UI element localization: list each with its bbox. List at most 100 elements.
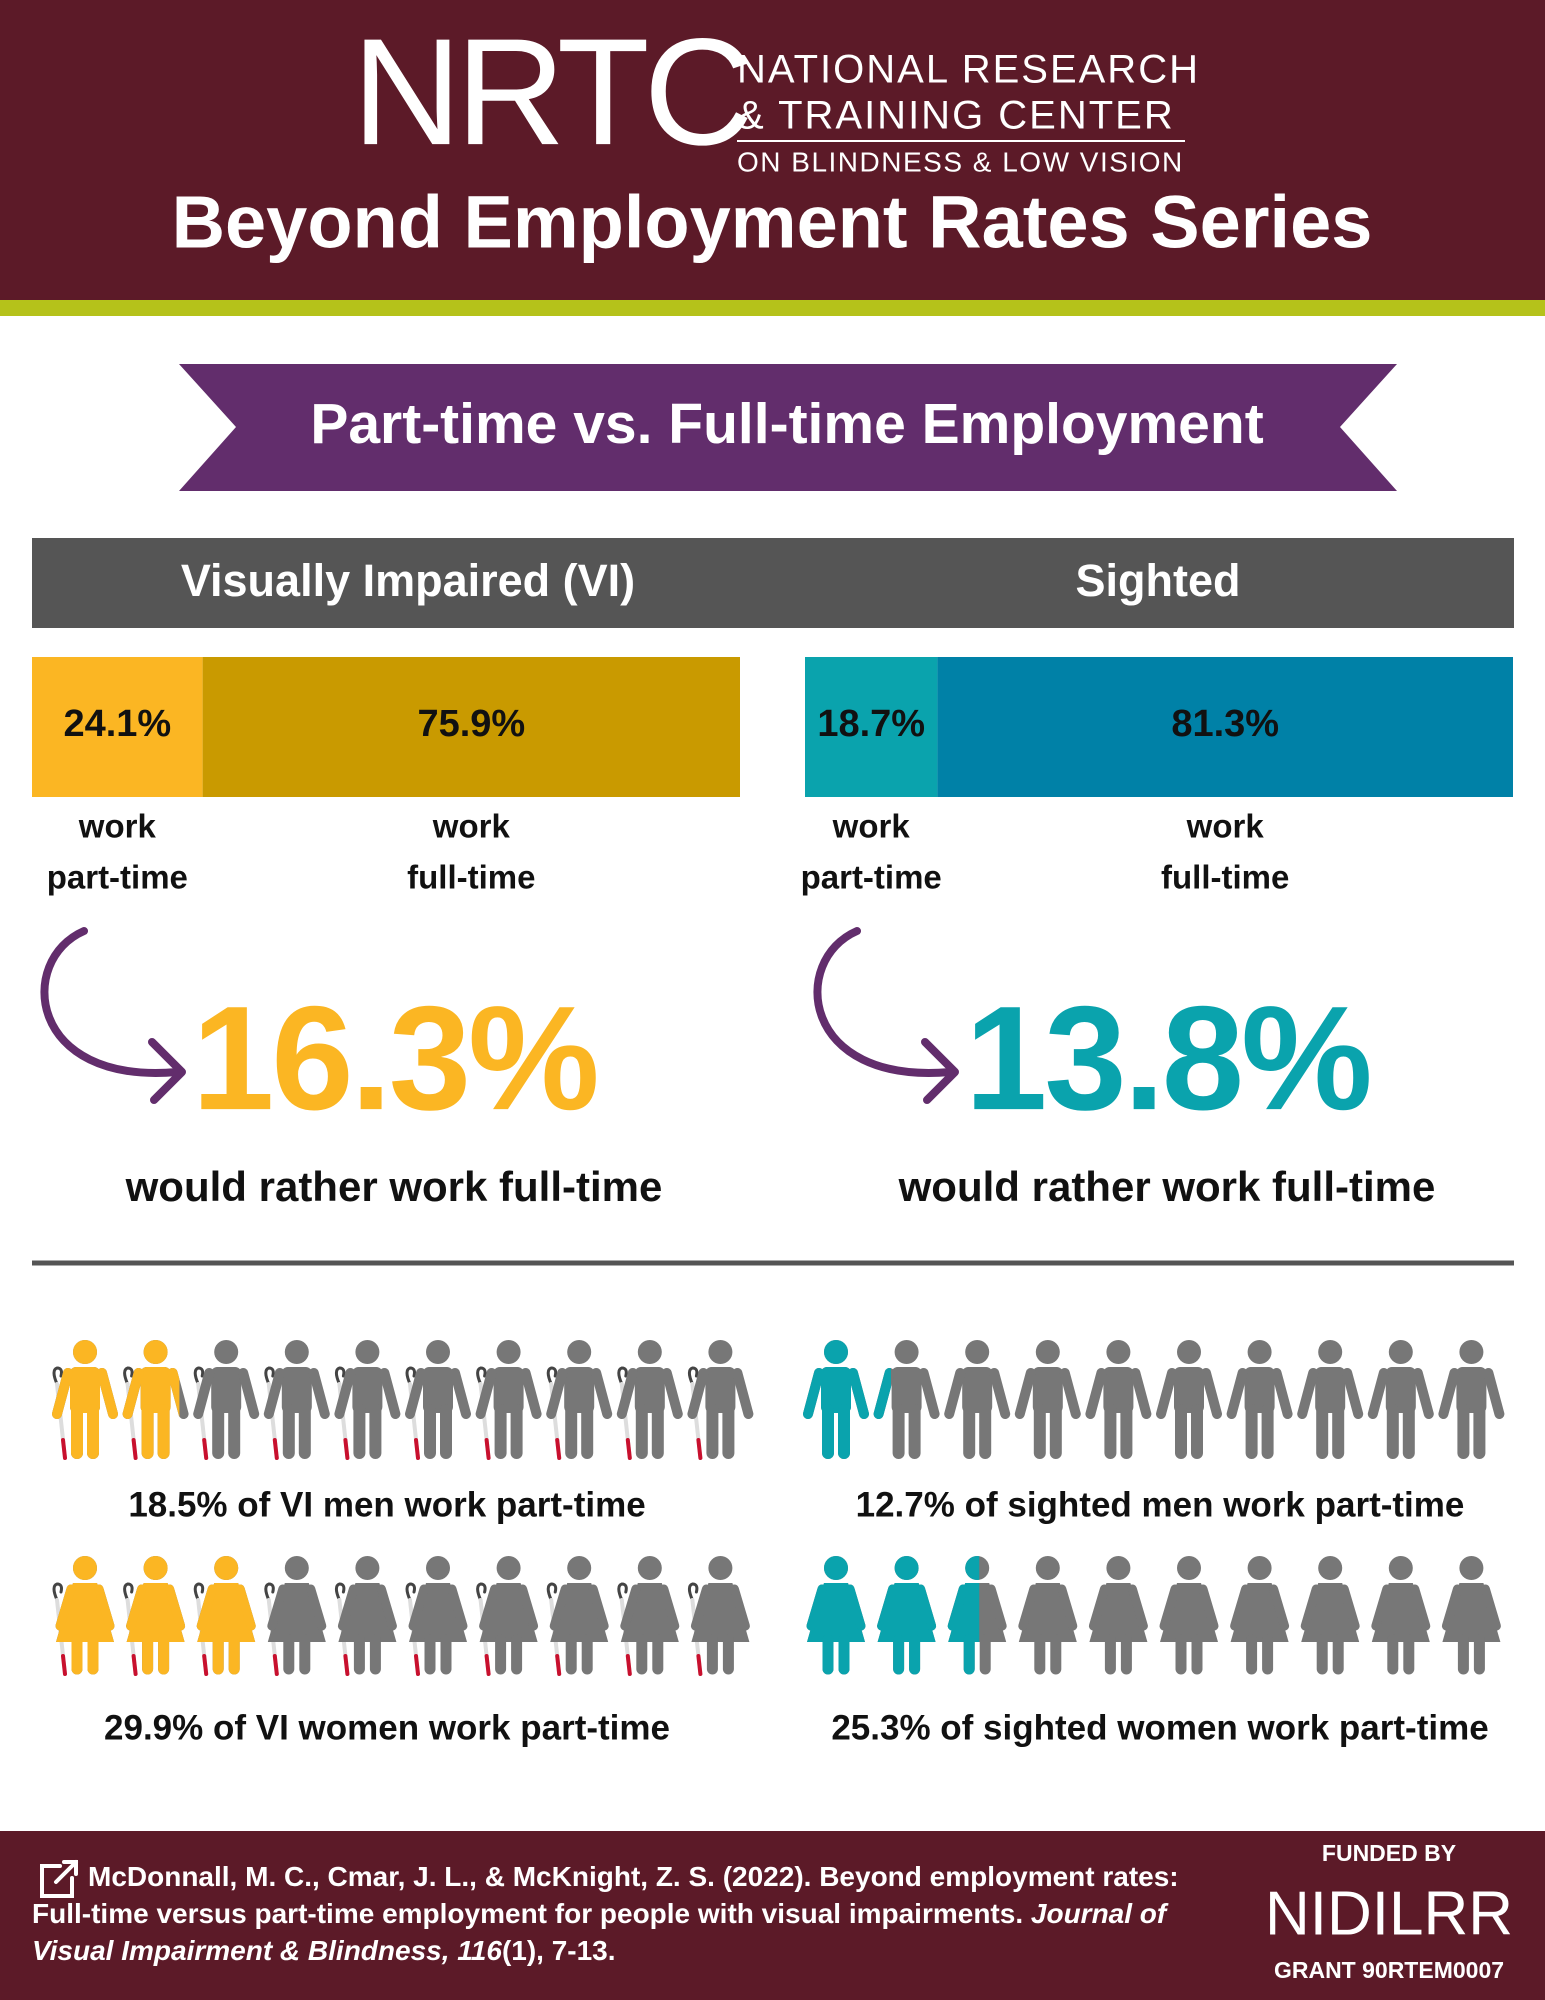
cane-handle <box>52 1366 63 1386</box>
arm <box>306 1584 327 1631</box>
group-name: Visually Impaired (VI) <box>181 555 635 606</box>
cane-tip <box>343 1438 350 1460</box>
cane-handle <box>264 1366 275 1386</box>
arm <box>848 1368 869 1419</box>
icon-caption: 25.3% of sighted women work part-time <box>831 1708 1488 1747</box>
cane-tip <box>61 1438 67 1460</box>
torso <box>1244 1367 1275 1413</box>
cane-tip <box>625 1654 632 1676</box>
arm <box>1412 1368 1434 1419</box>
man <box>193 1340 260 1459</box>
torso <box>634 1367 665 1413</box>
arm <box>687 1368 709 1419</box>
head <box>214 1556 239 1580</box>
man <box>1297 1340 1364 1459</box>
man <box>1014 1340 1081 1459</box>
head <box>1459 1556 1484 1580</box>
arm <box>167 1368 180 1419</box>
arm <box>591 1368 613 1419</box>
man <box>52 1340 118 1459</box>
arm <box>989 1368 1011 1419</box>
man <box>263 1340 330 1459</box>
man <box>405 1340 471 1459</box>
torso <box>821 1367 851 1413</box>
arm <box>616 1368 638 1419</box>
arm <box>918 1368 940 1419</box>
arm <box>620 1584 641 1631</box>
head <box>708 1340 733 1364</box>
arm <box>803 1368 824 1419</box>
torso <box>1032 1367 1063 1413</box>
torso <box>1174 1367 1204 1413</box>
segment-label: 75.9% <box>417 703 525 745</box>
head <box>708 1556 733 1580</box>
cane-handle <box>476 1582 487 1602</box>
arm <box>238 1368 260 1419</box>
arm <box>263 1368 285 1419</box>
arm <box>732 1368 754 1419</box>
head <box>567 1340 592 1364</box>
cane-tip <box>131 1438 138 1460</box>
head <box>1247 1340 1272 1364</box>
arm <box>94 1584 115 1631</box>
head <box>1388 1340 1413 1364</box>
cane-tip <box>414 1438 420 1460</box>
arm <box>1300 1584 1321 1631</box>
icon-caption: 18.5% of VI men work part-time <box>128 1485 645 1524</box>
head <box>143 1556 168 1580</box>
woman <box>337 1556 397 1675</box>
man <box>475 1340 542 1459</box>
arm <box>1088 1584 1109 1631</box>
woman <box>1371 1556 1431 1675</box>
man <box>803 1340 869 1459</box>
banner-text: Part-time vs. Full-time Employment <box>310 392 1263 456</box>
arm <box>337 1584 358 1631</box>
segment-caption: full-time <box>407 859 535 896</box>
segment-caption: work <box>432 808 511 845</box>
man <box>1156 1340 1222 1459</box>
head <box>1318 1556 1343 1580</box>
cane-tip <box>484 1654 491 1676</box>
head <box>637 1556 662 1580</box>
head <box>894 1340 919 1364</box>
arm <box>1367 1368 1389 1419</box>
footer-band <box>0 1831 1545 2000</box>
arm <box>1297 1368 1319 1419</box>
head <box>1035 1340 1060 1364</box>
cane-tip <box>696 1654 703 1676</box>
woman <box>947 1556 980 1675</box>
arm <box>235 1584 256 1631</box>
arm <box>877 1584 898 1631</box>
head <box>965 1556 980 1580</box>
citation-journal: Journal of Visual Impairment & Blindness… <box>32 1898 1167 1966</box>
arm <box>376 1584 397 1631</box>
link-icon <box>40 1860 78 1898</box>
grant: GRANT 90RTEM0007 <box>1274 1957 1504 1983</box>
arm <box>334 1368 356 1419</box>
arm <box>546 1368 568 1419</box>
icon-fill <box>803 1340 891 1459</box>
head <box>1318 1340 1343 1364</box>
head <box>355 1556 380 1580</box>
arm <box>379 1368 401 1419</box>
head <box>567 1556 592 1580</box>
arm <box>1127 1584 1148 1631</box>
woman <box>408 1556 468 1675</box>
arm <box>916 1584 937 1631</box>
cane-tip <box>61 1654 67 1676</box>
arm <box>1159 1584 1180 1631</box>
arm <box>1014 1368 1036 1419</box>
head <box>1177 1556 1201 1580</box>
arm <box>1059 1368 1081 1419</box>
icon-caption: 12.7% of sighted men work part-time <box>856 1485 1465 1524</box>
woman <box>690 1556 750 1675</box>
cane-tip <box>696 1438 703 1460</box>
arm <box>661 1368 683 1419</box>
arm <box>196 1584 217 1631</box>
citation: McDonnall, M. C., Cmar, J. L., & McKnigh… <box>32 1858 1212 1969</box>
group-header-bar <box>32 538 1514 628</box>
arm <box>1438 1368 1460 1419</box>
head <box>637 1340 662 1364</box>
woman <box>126 1556 186 1675</box>
